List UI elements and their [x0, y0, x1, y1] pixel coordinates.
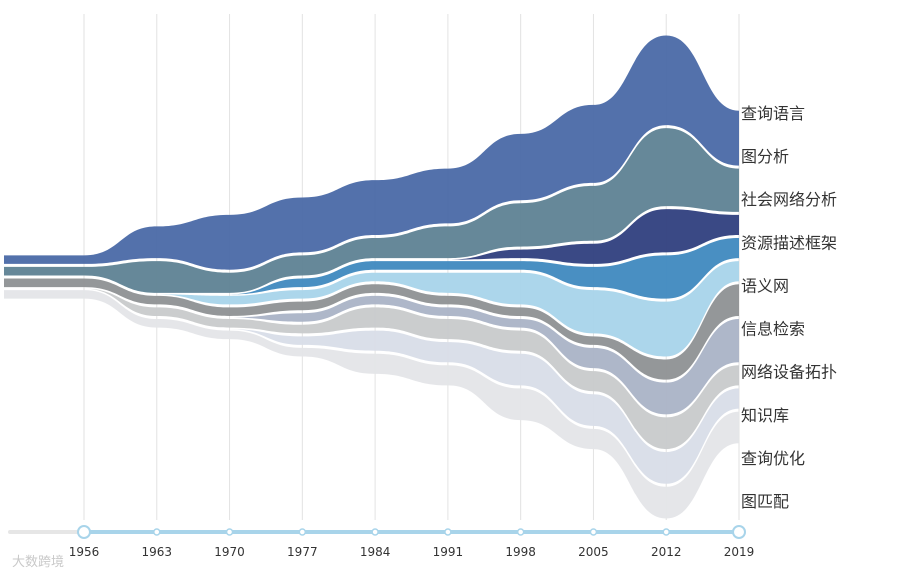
watermark-text: 大数跨境: [12, 555, 64, 570]
stream-layer-3[interactable]: [4, 238, 739, 299]
x-tick-label-1991: 1991: [433, 545, 464, 559]
slider-tick-1963: [153, 528, 161, 536]
stream-layer-7[interactable]: [4, 288, 739, 450]
legend-label-5: 信息检索: [741, 320, 805, 339]
x-tick-label-1998: 1998: [505, 545, 536, 559]
x-tick-label-1963: 1963: [142, 545, 173, 559]
legend-label-9: 图匹配: [741, 492, 789, 511]
timeline-slider[interactable]: [8, 525, 746, 539]
slider-tick-2005: [589, 528, 598, 536]
slider-start-handle[interactable]: [77, 525, 91, 539]
legend-label-8: 查询优化: [741, 449, 805, 468]
legend-label-3: 资源描述框架: [741, 233, 837, 252]
stream-layer-2[interactable]: [4, 209, 739, 295]
legend: 查询语言图分析社会网络分析资源描述框架语义网信息检索网络设备拓扑知识库查询优化图…: [741, 104, 837, 511]
x-tick-label-1956: 1956: [69, 545, 100, 559]
slider-tick-2012: [662, 528, 670, 536]
x-tick-label-2005: 2005: [578, 545, 609, 559]
legend-label-7: 知识库: [741, 406, 789, 425]
slider-tick-1991: [444, 528, 452, 536]
slider-end-handle[interactable]: [732, 525, 746, 539]
stream-layer-4[interactable]: [4, 261, 739, 357]
stream-layer-6[interactable]: [4, 288, 739, 415]
x-axis: 1956 1963 1970 1977 1984 1991 1998 2005 2012 2019: [69, 545, 755, 559]
x-tick-label-2019: 2019: [724, 545, 755, 559]
stream-layer-0[interactable]: [4, 35, 739, 270]
legend-label-2: 社会网络分析: [741, 190, 837, 209]
watermark: 大数跨境: [12, 555, 64, 570]
stream-layer-5[interactable]: [4, 278, 739, 380]
x-tick-label-1984: 1984: [360, 545, 391, 559]
legend-label-4: 语义网: [741, 276, 789, 295]
legend-label-6: 网络设备拓扑: [741, 363, 837, 382]
stream-layer-1[interactable]: [4, 128, 739, 293]
slider-tick-1970: [225, 528, 234, 536]
stream-layer-8[interactable]: [4, 288, 739, 484]
stream-layer-9[interactable]: [4, 290, 739, 519]
stream-layers: [4, 35, 739, 519]
x-tick-label-1970: 1970: [214, 545, 245, 559]
legend-label-0: 查询语言: [741, 104, 805, 123]
x-tick-label-1977: 1977: [287, 545, 318, 559]
x-tick-label-2012: 2012: [651, 545, 682, 559]
slider-tick-1998: [516, 528, 525, 536]
slider-tick-1977: [298, 528, 307, 536]
legend-label-1: 图分析: [741, 147, 789, 166]
slider-tick-1984: [371, 528, 379, 536]
